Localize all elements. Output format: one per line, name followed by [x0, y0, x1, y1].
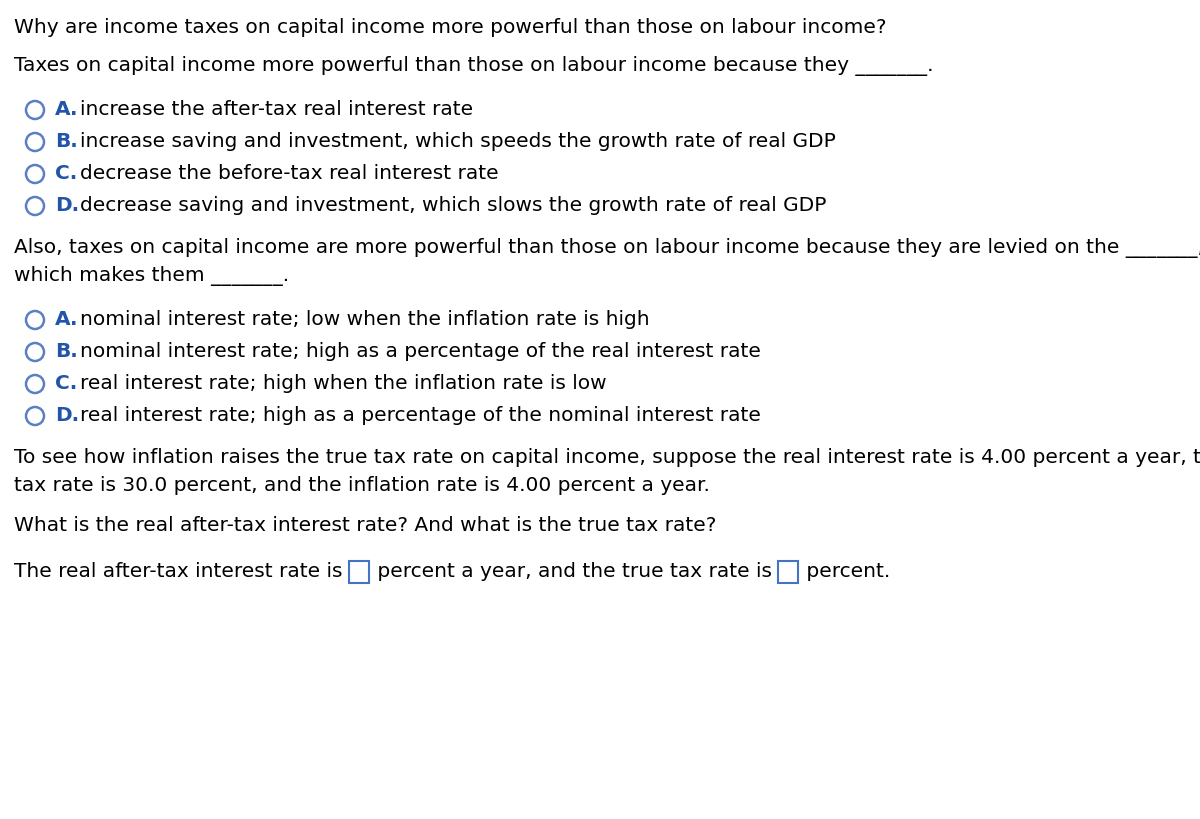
- Text: nominal interest rate; high as a percentage of the real interest rate: nominal interest rate; high as a percent…: [80, 342, 761, 361]
- Text: C.: C.: [55, 374, 77, 393]
- Text: What is the real after-tax interest rate? And what is the true tax rate?: What is the real after-tax interest rate…: [14, 516, 716, 535]
- Text: A.: A.: [55, 100, 78, 119]
- Text: B.: B.: [55, 132, 78, 151]
- Text: real interest rate; high as a percentage of the nominal interest rate: real interest rate; high as a percentage…: [80, 406, 761, 425]
- Text: nominal interest rate; low when the inflation rate is high: nominal interest rate; low when the infl…: [80, 310, 649, 329]
- Text: percent a year, and the true tax rate is: percent a year, and the true tax rate is: [371, 562, 779, 581]
- Text: B.: B.: [55, 342, 78, 361]
- Text: which makes them _______.: which makes them _______.: [14, 266, 289, 286]
- Text: decrease the before-tax real interest rate: decrease the before-tax real interest ra…: [80, 164, 499, 183]
- Text: The real after-tax interest rate is: The real after-tax interest rate is: [14, 562, 349, 581]
- Text: real interest rate; high when the inflation rate is low: real interest rate; high when the inflat…: [80, 374, 607, 393]
- Text: increase the after-tax real interest rate: increase the after-tax real interest rat…: [80, 100, 473, 119]
- Text: Taxes on capital income more powerful than those on labour income because they _: Taxes on capital income more powerful th…: [14, 56, 934, 76]
- Text: D.: D.: [55, 196, 79, 215]
- Text: Also, taxes on capital income are more powerful than those on labour income beca: Also, taxes on capital income are more p…: [14, 238, 1200, 258]
- Text: Why are income taxes on capital income more powerful than those on labour income: Why are income taxes on capital income m…: [14, 18, 887, 37]
- Text: percent.: percent.: [800, 562, 890, 581]
- Text: increase saving and investment, which speeds the growth rate of real GDP: increase saving and investment, which sp…: [80, 132, 836, 151]
- Text: A.: A.: [55, 310, 78, 329]
- Text: To see how inflation raises the true tax rate on capital income, suppose the rea: To see how inflation raises the true tax…: [14, 448, 1200, 467]
- Text: C.: C.: [55, 164, 77, 183]
- Text: D.: D.: [55, 406, 79, 425]
- Text: decrease saving and investment, which slows the growth rate of real GDP: decrease saving and investment, which sl…: [80, 196, 827, 215]
- Text: tax rate is 30.0 percent, and the inflation rate is 4.00 percent a year.: tax rate is 30.0 percent, and the inflat…: [14, 476, 710, 495]
